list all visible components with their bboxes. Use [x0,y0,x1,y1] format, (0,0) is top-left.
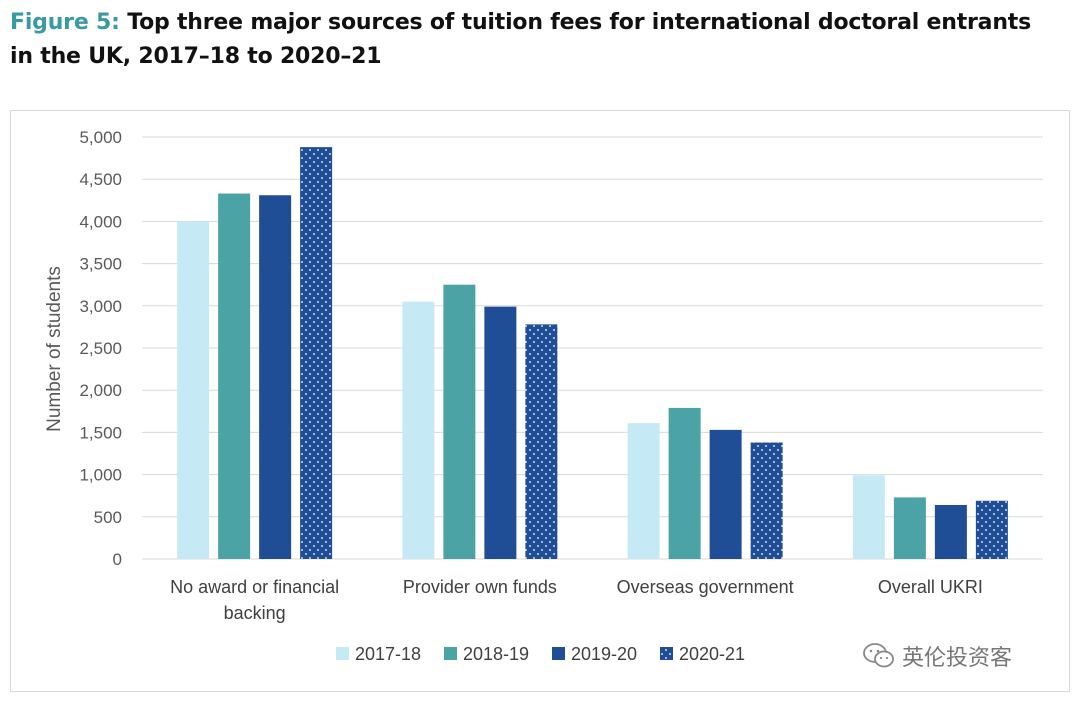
legend-swatch-2020-21 [660,647,673,660]
bar-2018-19 [218,193,251,559]
legend-label: 2017-18 [355,644,421,664]
title-text-1: Top three major sources of tuition fees … [127,10,1031,35]
figure-title: Figure 5: Top three major sources of tui… [10,6,1070,74]
wechat-icon [863,643,894,668]
title-line-1: Figure 5: Top three major sources of tui… [10,6,1070,40]
y-tick-label: 3,000 [79,297,122,316]
bar-2019-20 [709,429,742,559]
y-tick-label: 5,000 [79,128,122,147]
y-tick-label: 2,000 [79,381,122,400]
bar-2020-21 [525,324,558,559]
bar-2019-20 [934,504,967,559]
legend-label: 2018-19 [463,644,529,664]
y-tick-label: 1,000 [79,466,122,485]
grid-lines [142,136,1043,560]
watermark: 英伦投资客 [862,640,1012,672]
legend-label: 2020-21 [679,644,745,664]
legend: 2017-18 2018-19 2019-20 2020-21 [336,644,745,664]
bar-2018-19 [443,284,476,559]
x-category-label: Overall UKRI [878,577,983,597]
bar-2020-21 [750,442,783,559]
y-tick-label: 0 [113,550,122,569]
y-tick-label: 500 [94,508,122,527]
x-category-label: Overseas government [617,577,794,597]
x-axis-categories: No award or financial backing Provider own… [170,577,983,623]
y-tick-label: 4,500 [79,170,122,189]
bar-2018-19 [668,407,701,559]
bar-2017-18 [177,221,210,559]
title-line-2: in the UK, 2017–18 to 2020–21 [10,44,382,69]
bar-2019-20 [484,306,517,559]
bar-2019-20 [259,195,292,559]
legend-swatch-2019-20 [552,647,565,660]
watermark-text: 英伦投资客 [902,646,1013,671]
bar-2017-18 [852,475,885,559]
bar-2020-21 [975,500,1008,559]
chart-frame [10,110,1070,692]
legend-swatch-2017-18 [336,647,349,660]
bar-2017-18 [627,423,660,559]
y-tick-label: 1,500 [79,423,122,442]
bar-2018-19 [893,497,926,559]
y-tick-label: 3,500 [79,255,122,274]
y-tick-label: 4,000 [79,212,122,231]
x-category-label: backing [224,603,286,623]
figure-label: Figure 5: [10,10,120,35]
x-category-label: Provider own funds [403,577,557,597]
legend-label: 2019-20 [571,644,637,664]
bar-2020-21 [300,147,333,560]
y-tick-label: 2,500 [79,339,122,358]
legend-swatch-2018-19 [444,647,457,660]
bar-2017-18 [402,301,435,559]
y-axis-ticks: 0 500 1,000 1,500 2,000 2,500 3,000 3,500 4,000 4… [79,128,122,569]
bars [177,147,1008,560]
y-axis-title: Number of students [44,266,65,432]
x-category-label: No award or financial [170,577,339,597]
